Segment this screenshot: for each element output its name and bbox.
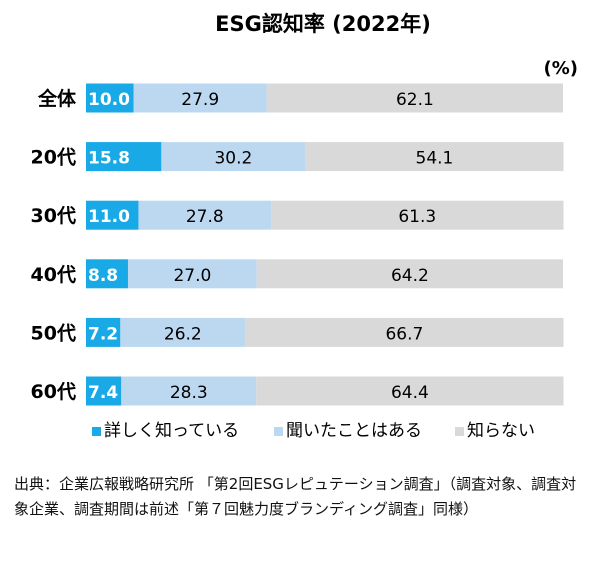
category-label: 60代 [31,381,76,403]
data-label: 61.3 [398,207,436,227]
bar-heard [120,317,246,347]
category-label: 50代 [31,322,76,344]
bar-heard [121,376,257,406]
data-label: 7.2 [88,324,118,344]
chart: ESG認知率 (2022年) (%) 全体 10.0 27.9 62.1 20代 15.8… [31,12,579,441]
data-label: 54.1 [416,149,454,169]
bar-unknown [245,317,564,347]
data-label: 7.4 [88,383,118,403]
category-label: 40代 [31,264,76,286]
bar-detailed [86,376,122,406]
data-label: 30.2 [214,149,252,169]
bar-unknown [305,142,564,172]
legend: 詳しく知っている 聞いたことはある 知らない [92,421,535,441]
data-label: 64.2 [391,266,429,286]
bar-heard [161,142,306,172]
data-label: 27.0 [173,266,211,286]
legend-swatch [274,427,283,436]
source-note: 出典：企業広報戦略研究所 「第2回ESGレピュテーション調査」（調査対象、調査対… [14,475,577,518]
data-label: 28.3 [170,383,208,403]
bar-unknown [271,200,564,230]
category-label: 30代 [31,205,76,227]
category-label: 全体 [37,87,77,110]
data-label: 27.8 [186,207,224,227]
category-label: 20代 [31,147,76,169]
data-label: 26.2 [164,324,202,344]
bar-unknown [266,83,563,113]
bar-detailed [86,142,162,172]
legend-label: 聞いたことはある [286,421,422,441]
bar-detailed [86,200,139,230]
bar-detailed [86,259,128,289]
data-label: 8.8 [88,266,118,286]
bar-unknown [256,376,564,406]
unit-label: (%) [544,58,579,79]
legend-label: 知らない [467,421,535,441]
legend-swatch [455,427,464,436]
data-label: 62.1 [396,90,434,110]
data-label: 15.8 [88,149,130,169]
data-label: 10.0 [88,90,130,110]
data-label: 11.0 [88,207,130,227]
bar-detailed [86,317,121,347]
bar-heard [138,200,272,230]
data-label: 27.9 [181,90,219,110]
bar-detailed [86,83,134,113]
plot-area: 全体 10.0 27.9 62.1 20代 15.8 30.2 54.1 30代 11.0 27.8… [31,83,564,406]
data-label: 66.7 [385,324,423,344]
bar-heard [127,259,257,289]
bar-unknown [256,259,563,289]
chart-title: ESG認知率 (2022年) [215,12,431,36]
data-label: 64.4 [391,383,429,403]
legend-swatch [92,427,101,436]
bar-heard [133,83,267,113]
legend-label: 詳しく知っている [104,421,239,441]
